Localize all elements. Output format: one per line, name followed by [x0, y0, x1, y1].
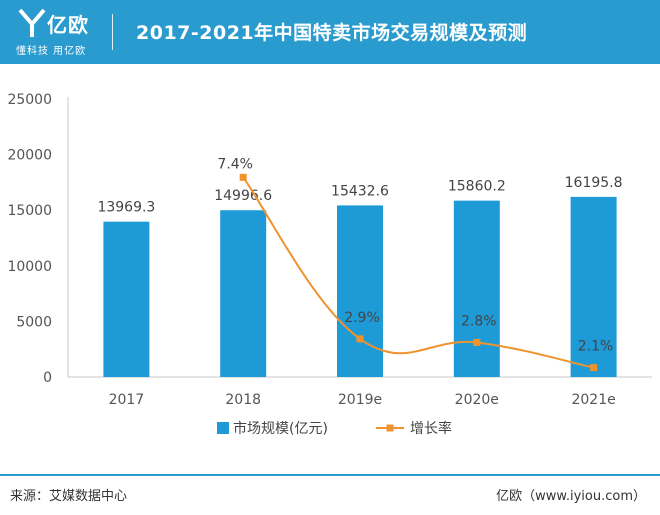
bar — [103, 221, 150, 377]
brand-note: 亿欧（www.iyiou.com） — [496, 489, 646, 504]
x-tick-label: 2018 — [225, 392, 261, 408]
bar-value-label: 16195.8 — [565, 175, 623, 191]
bar-value-label: 15860.2 — [448, 179, 506, 195]
bar-value-label: 15432.6 — [331, 183, 389, 199]
logo-text: 亿欧 — [47, 13, 89, 37]
y-tick-label: 15000 — [7, 203, 52, 219]
footer-divider — [0, 474, 660, 476]
yiou-logo-icon — [18, 8, 46, 37]
header-banner: 亿欧 懂科技 用亿欧 2017-2021年中国特卖市场交易规模及预测 — [0, 0, 660, 64]
legend-line-marker — [386, 424, 394, 432]
logo-slogan: 懂科技 用亿欧 — [16, 46, 87, 57]
x-tick-label: 2019e — [338, 392, 382, 408]
source-note: 来源：艾媒数据中心 — [10, 489, 128, 504]
header-divider — [112, 14, 113, 50]
chart-area: 0 5000 10000 15000 20000 25000 13969.3 2017 1499… — [7, 92, 652, 437]
bar — [220, 210, 267, 377]
bar — [453, 200, 500, 377]
y-tick-label: 25000 — [7, 92, 52, 108]
growth-rate-label: 2.1% — [578, 339, 614, 355]
y-tick-label: 5000 — [16, 314, 52, 330]
x-tick-label: 2017 — [109, 392, 145, 408]
bar-value-label: 14996.6 — [214, 188, 272, 204]
legend-line-label: 增长率 — [410, 420, 452, 437]
growth-rate-label: 7.4% — [217, 156, 253, 172]
growth-rate-line — [242, 176, 594, 369]
growth-rate-marker — [239, 173, 247, 181]
y-tick-label: 10000 — [7, 259, 52, 275]
legend-bar-label: 市场规模(亿元) — [233, 420, 328, 437]
bar — [337, 205, 383, 377]
bar-value-label: 13969.3 — [97, 200, 155, 216]
growth-rate-marker — [590, 364, 598, 372]
growth-rate-marker — [473, 338, 481, 346]
y-tick-label: 20000 — [7, 148, 52, 164]
x-tick-label: 2021e — [571, 392, 615, 408]
growth-rate-label: 2.9% — [344, 310, 380, 326]
y-tick-label: 0 — [43, 370, 52, 386]
legend-bar-swatch — [217, 422, 229, 434]
bar — [570, 196, 617, 377]
growth-rate-marker — [356, 335, 364, 343]
x-tick-label: 2020e — [455, 392, 499, 408]
page-title: 2017-2021年中国特卖市场交易规模及预测 — [136, 22, 528, 44]
growth-rate-label: 2.8% — [461, 313, 497, 329]
